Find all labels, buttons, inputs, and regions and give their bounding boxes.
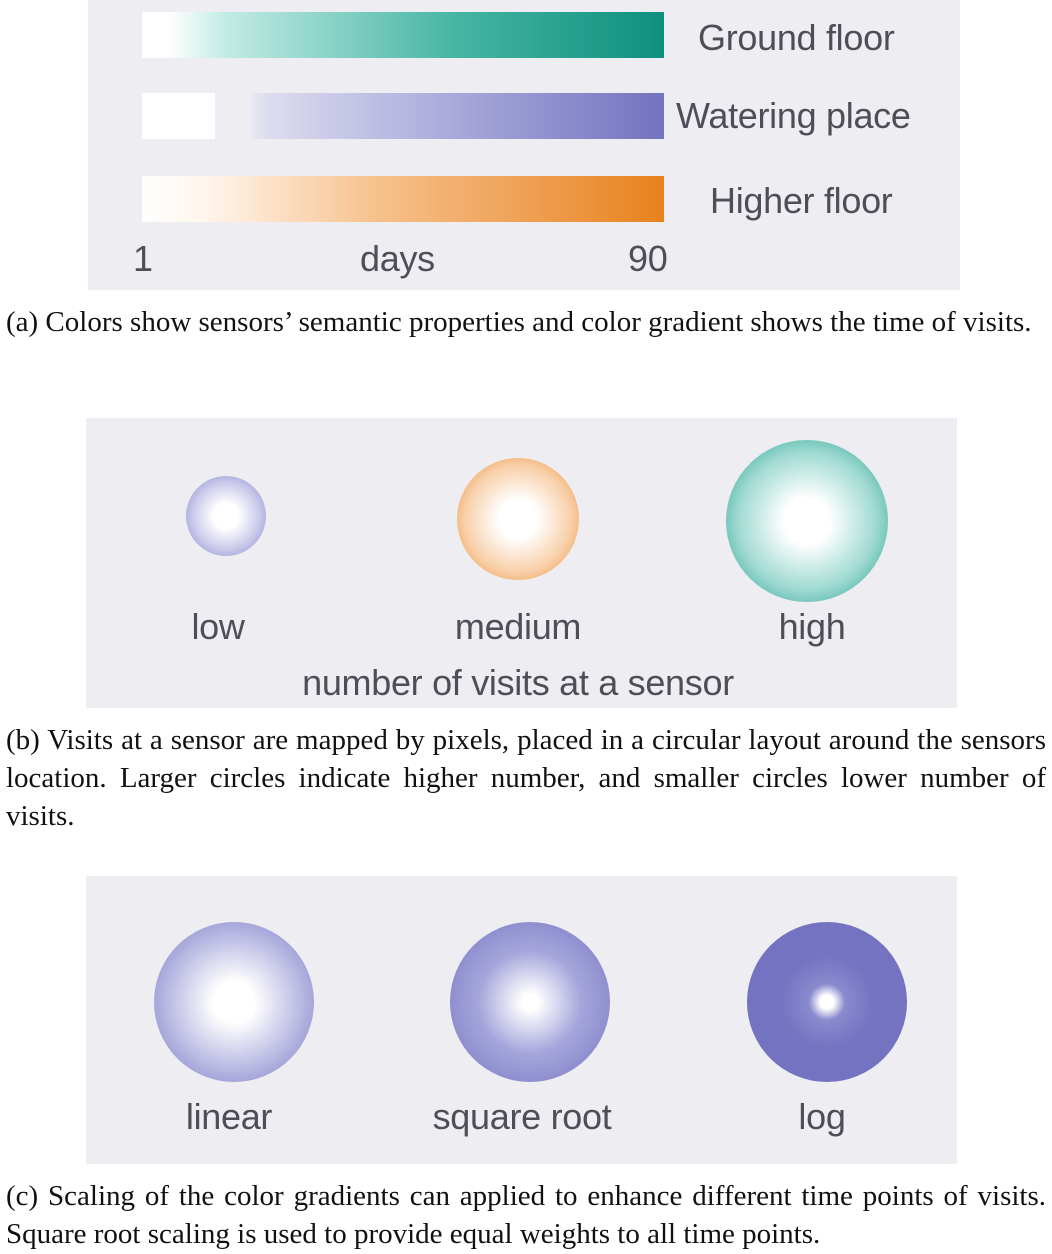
- higher-floor-label: Higher floor: [710, 180, 893, 221]
- square-root-label: square root: [432, 1096, 612, 1137]
- square-root-scaling-circle: [450, 922, 610, 1082]
- caption-b: (b) Visits at a sensor are mapped by pix…: [6, 724, 1046, 832]
- linear-label: linear: [185, 1096, 273, 1137]
- higher-floor-gradient-bar: [142, 176, 664, 222]
- medium-label: medium: [454, 606, 582, 647]
- ground-floor-label: Ground floor: [698, 17, 895, 58]
- high-visits-circle: [726, 440, 888, 602]
- ground-floor-gradient-bar: [142, 12, 664, 58]
- log-label: log: [798, 1096, 846, 1137]
- axis-unit-label: days: [360, 238, 435, 279]
- watering-place-gradient-bar: [142, 93, 664, 139]
- low-label: low: [191, 606, 245, 647]
- caption-c: (c) Scaling of the color gradients can a…: [6, 1180, 1046, 1250]
- high-label: high: [778, 606, 846, 647]
- log-scaling-circle: [747, 922, 907, 1082]
- medium-visits-circle: [457, 458, 579, 580]
- watering-place-label: Watering place: [676, 95, 911, 136]
- linear-scaling-circle: [154, 922, 314, 1082]
- low-visits-circle: [186, 476, 266, 556]
- axis-max-label: 90: [628, 238, 668, 279]
- axis-min-label: 1: [133, 238, 153, 279]
- caption-a: (a) Colors show sensors’ semantic proper…: [6, 306, 1032, 338]
- visits-axis-label: number of visits at a sensor: [302, 662, 734, 703]
